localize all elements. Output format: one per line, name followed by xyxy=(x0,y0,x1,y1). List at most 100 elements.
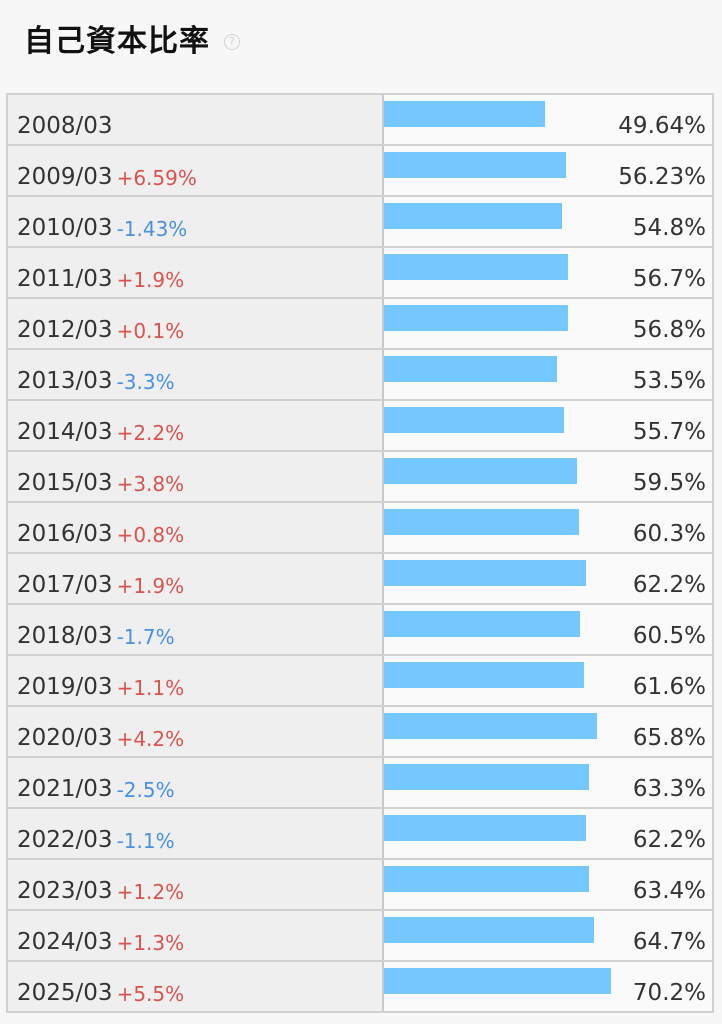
bar-cell: 56.7% xyxy=(384,248,712,297)
bar-cell: 59.5% xyxy=(384,452,712,501)
bar-cell: 60.3% xyxy=(384,503,712,552)
change-label: +1.2% xyxy=(116,880,185,904)
bar xyxy=(384,101,545,127)
table-row: 2022/03 -1.1% 62.2% xyxy=(8,809,712,860)
table-row: 2020/03 +4.2% 65.8% xyxy=(8,707,712,758)
bar xyxy=(384,254,568,280)
year-label: 2020/03 xyxy=(17,725,113,751)
bar-cell: 60.5% xyxy=(384,605,712,654)
year-label: 2023/03 xyxy=(17,878,113,904)
year-label: 2016/03 xyxy=(17,521,113,547)
bar-cell: 54.8% xyxy=(384,197,712,246)
change-label: -2.5% xyxy=(116,778,175,802)
table-row: 2024/03 +1.3% 64.7% xyxy=(8,911,712,962)
table-row: 2017/03 +1.9% 62.2% xyxy=(8,554,712,605)
change-label: -1.7% xyxy=(116,625,175,649)
bar xyxy=(384,662,584,688)
value-label: 63.3% xyxy=(632,776,706,802)
year-label-cell: 2009/03 +6.59% xyxy=(8,146,384,195)
help-icon[interactable]: ? xyxy=(224,34,240,50)
bar xyxy=(384,356,557,382)
table-row: 2025/03 +5.5% 70.2% xyxy=(8,962,712,1013)
value-label: 61.6% xyxy=(632,674,706,700)
bar-cell: 62.2% xyxy=(384,809,712,858)
bar xyxy=(384,764,589,790)
bar-cell: 56.8% xyxy=(384,299,712,348)
year-label: 2013/03 xyxy=(17,368,113,394)
value-label: 56.23% xyxy=(618,164,706,190)
year-label-cell: 2015/03 +3.8% xyxy=(8,452,384,501)
year-label-cell: 2025/03 +5.5% xyxy=(8,962,384,1011)
table-row: 2019/03 +1.1% 61.6% xyxy=(8,656,712,707)
bar xyxy=(384,152,566,178)
bar xyxy=(384,815,586,841)
bar-cell: 65.8% xyxy=(384,707,712,756)
year-label: 2025/03 xyxy=(17,980,113,1006)
value-label: 62.2% xyxy=(632,572,706,598)
bar xyxy=(384,866,589,892)
year-label-cell: 2014/03 +2.2% xyxy=(8,401,384,450)
bar-cell: 62.2% xyxy=(384,554,712,603)
value-label: 70.2% xyxy=(632,980,706,1006)
year-label-cell: 2013/03 -3.3% xyxy=(8,350,384,399)
year-label: 2022/03 xyxy=(17,827,113,853)
year-label-cell: 2017/03 +1.9% xyxy=(8,554,384,603)
value-label: 60.3% xyxy=(632,521,706,547)
value-label: 55.7% xyxy=(632,419,706,445)
bar-cell: 49.64% xyxy=(384,95,712,144)
table-row: 2014/03 +2.2% 55.7% xyxy=(8,401,712,452)
value-label: 64.7% xyxy=(632,929,706,955)
year-label-cell: 2023/03 +1.2% xyxy=(8,860,384,909)
change-label: +1.9% xyxy=(116,574,185,598)
bar xyxy=(384,509,579,535)
bar xyxy=(384,407,564,433)
page-title: 自己資本比率 xyxy=(24,24,210,59)
bar xyxy=(384,917,594,943)
table-row: 2018/03 -1.7% 60.5% xyxy=(8,605,712,656)
year-label-cell: 2010/03 -1.43% xyxy=(8,197,384,246)
value-label: 56.7% xyxy=(632,266,706,292)
year-label: 2021/03 xyxy=(17,776,113,802)
change-label: -1.1% xyxy=(116,829,175,853)
bar-cell: 63.3% xyxy=(384,758,712,807)
year-label-cell: 2018/03 -1.7% xyxy=(8,605,384,654)
change-label: +1.1% xyxy=(116,676,185,700)
equity-ratio-table: 2008/03 49.64% 2009/03 +6.59% 56.23% 2010/03-… xyxy=(6,93,714,1013)
bar-cell: 63.4% xyxy=(384,860,712,909)
change-label: +0.1% xyxy=(116,319,185,343)
change-label: +2.2% xyxy=(116,421,185,445)
bar xyxy=(384,560,586,586)
header: 自己資本比率 ? xyxy=(24,14,240,62)
year-label-cell: 2012/03 +0.1% xyxy=(8,299,384,348)
bar xyxy=(384,305,568,331)
table-row: 2013/03 -3.3% 53.5% xyxy=(8,350,712,401)
change-label: +6.59% xyxy=(116,166,197,190)
table-row: 2011/03 +1.9% 56.7% xyxy=(8,248,712,299)
bar-cell: 53.5% xyxy=(384,350,712,399)
value-label: 49.64% xyxy=(618,113,706,139)
year-label: 2024/03 xyxy=(17,929,113,955)
bar xyxy=(384,611,580,637)
year-label-cell: 2011/03 +1.9% xyxy=(8,248,384,297)
bar-cell: 64.7% xyxy=(384,911,712,960)
change-label: -3.3% xyxy=(116,370,175,394)
table-row: 2009/03 +6.59% 56.23% xyxy=(8,146,712,197)
year-label: 2017/03 xyxy=(17,572,113,598)
year-label: 2018/03 xyxy=(17,623,113,649)
change-label: +1.9% xyxy=(116,268,185,292)
bar-cell: 61.6% xyxy=(384,656,712,705)
year-label: 2015/03 xyxy=(17,470,113,496)
change-label: +0.8% xyxy=(116,523,185,547)
value-label: 63.4% xyxy=(632,878,706,904)
bar xyxy=(384,203,562,229)
change-label: -1.43% xyxy=(116,217,188,241)
year-label: 2008/03 xyxy=(17,113,113,139)
value-label: 65.8% xyxy=(632,725,706,751)
year-label-cell: 2019/03 +1.1% xyxy=(8,656,384,705)
value-label: 62.2% xyxy=(632,827,706,853)
year-label: 2011/03 xyxy=(17,266,113,292)
year-label: 2014/03 xyxy=(17,419,113,445)
bar-cell: 56.23% xyxy=(384,146,712,195)
bar-cell: 55.7% xyxy=(384,401,712,450)
table-row: 2023/03 +1.2% 63.4% xyxy=(8,860,712,911)
